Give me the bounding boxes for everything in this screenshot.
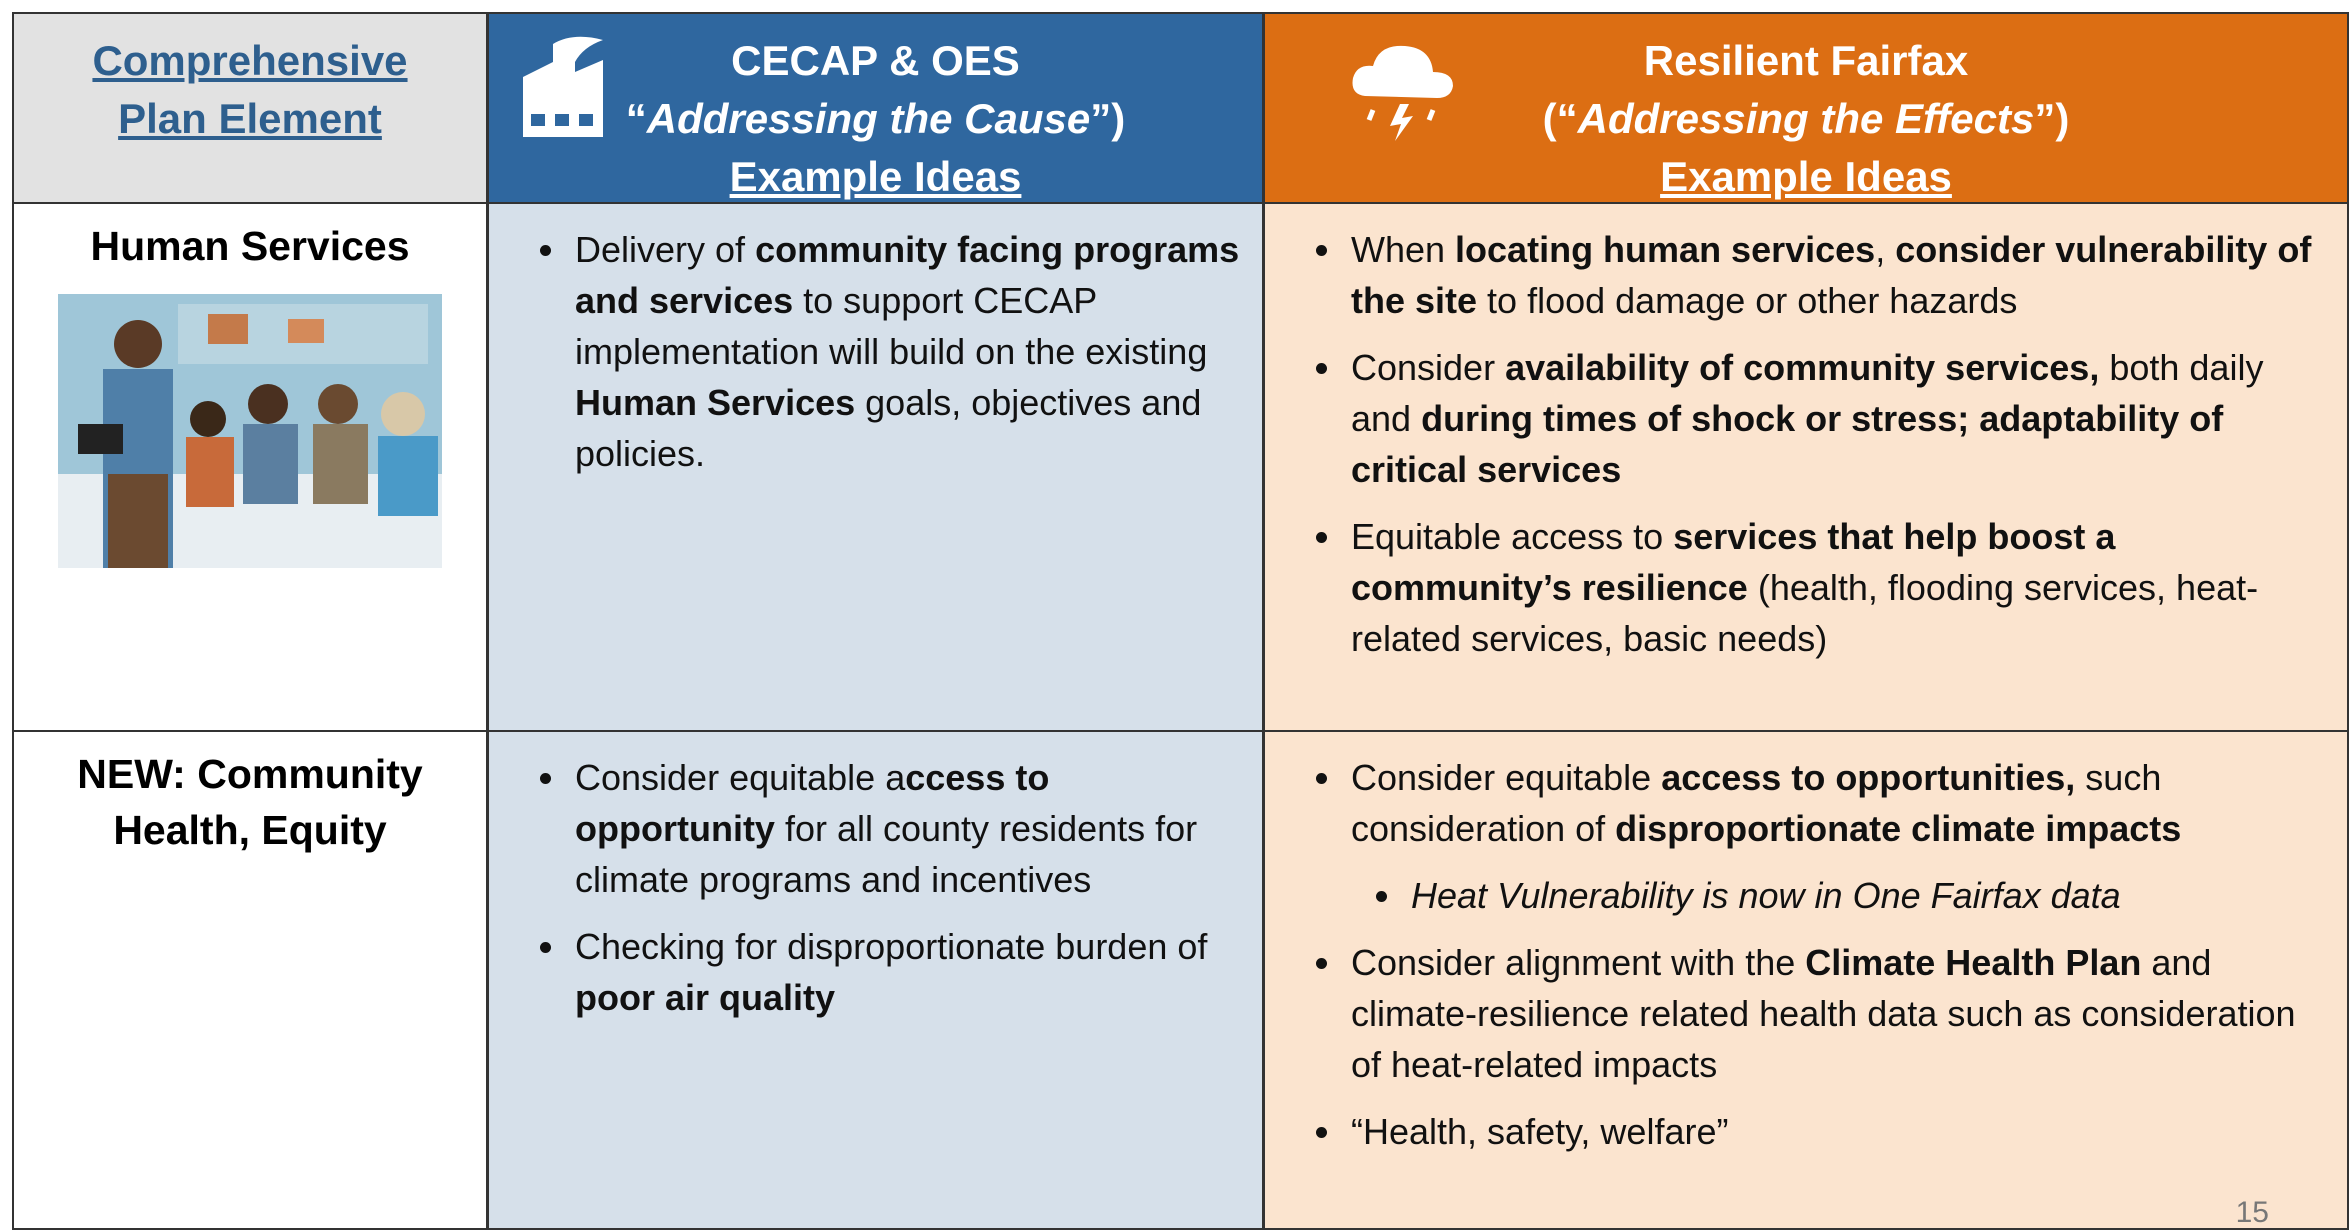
resilient-subtitle: (“Addressing the Effects”) — [1265, 90, 2347, 148]
text-run: Consider alignment with the — [1351, 942, 1806, 983]
text-run: Addressing the Effects — [1577, 95, 2035, 142]
text-run: When — [1351, 229, 1456, 270]
text-run: ”) — [1090, 95, 1126, 142]
text-run: community facing programs and services — [575, 229, 1240, 321]
bullet: Consider alignment with the Climate Heal… — [1345, 937, 2327, 1090]
text-run: Delivery of — [575, 229, 756, 270]
row-cecap: Consider equitable access to opportunity… — [487, 730, 1264, 1230]
row-resilient: When locating human services, consider v… — [1263, 202, 2349, 732]
page-number: 15 — [2235, 1196, 2269, 1229]
text-run: Equitable access to — [1351, 516, 1674, 557]
text-run: Human Services — [575, 382, 856, 423]
bullet: Delivery of community facing programs an… — [569, 224, 1242, 479]
factory-icon — [523, 36, 603, 137]
header-element: Comprehensive Plan Element — [12, 12, 488, 204]
text-run: disproportionate climate impacts — [1615, 808, 2182, 849]
text-run: during times of shock or stress; adaptab… — [1351, 398, 2224, 490]
text-run: Consider equitable — [1351, 757, 1662, 798]
text-run: and climate-resilience related health da… — [1351, 942, 2296, 1085]
text-run: availability of community services, — [1505, 347, 2100, 388]
bullet: Consider equitable access to opportunity… — [569, 752, 1242, 905]
bullet: Heat Vulnerability is now in One Fairfax… — [1405, 870, 2327, 921]
row-resilient: Consider equitable access to opportuniti… — [1263, 730, 2349, 1230]
text-run: both daily and — [1351, 347, 2264, 439]
text-run: “ — [625, 95, 647, 142]
text-run: Consider — [1351, 347, 1506, 388]
text-run: ccess to opportunity — [575, 757, 1050, 849]
header-cecap: CECAP & OES “Addressing the Cause”) Exam… — [487, 12, 1264, 204]
text-run: ”) — [2034, 95, 2070, 142]
element-label: Human Services — [90, 223, 410, 269]
photo — [58, 294, 442, 568]
text-run: Consider equitable a — [575, 757, 906, 798]
bullet: “Health, safety, welfare” — [1345, 1106, 2327, 1157]
bullet: Checking for disproportionate burden of … — [569, 921, 1242, 1023]
bullet: Equitable access to services that help b… — [1345, 511, 2327, 664]
text-run: services that help boost a community’s r… — [1351, 516, 2116, 608]
cecap-title: CECAP & OES — [731, 37, 1020, 84]
bullet: Consider availability of community servi… — [1345, 342, 2327, 495]
text-run: Addressing the Cause — [646, 95, 1091, 142]
resilient-ideas: Example Ideas — [1660, 153, 1952, 200]
cecap-subtitle: “Addressing the Cause”) — [489, 90, 1262, 148]
row-element: Human Services — [12, 202, 488, 732]
text-run: “Health, safety, welfare” — [1351, 1111, 1729, 1152]
text-run: access to opportunities, — [1661, 757, 2076, 798]
text-run: for all county residents for climate pro… — [575, 808, 1198, 900]
text-run: such consideration of — [1351, 757, 2162, 849]
bullet: Consider equitable access to opportuniti… — [1345, 752, 2327, 854]
text-run: Heat Vulnerability is now in One Fairfax… — [1411, 875, 2121, 916]
text-run: to flood damage or other hazards — [1477, 280, 2018, 321]
text-run: Climate Health Plan — [1805, 942, 2142, 983]
bullet: When locating human services, consider v… — [1345, 224, 2327, 326]
storm-icon — [1352, 45, 1453, 141]
text-run: Checking for disproportionate burden of — [575, 926, 1208, 967]
text-run: (“ — [1542, 95, 1578, 142]
row-element: NEW: Community Health, Equity — [12, 730, 488, 1230]
header-resilient: Resilient Fairfax (“Addressing the Effec… — [1263, 12, 2349, 204]
resilient-title: Resilient Fairfax — [1643, 37, 1969, 84]
cecap-ideas: Example Ideas — [729, 153, 1022, 200]
text-run: consider vulnerability of the site — [1351, 229, 2312, 321]
text-run: poor air quality — [575, 977, 836, 1018]
text-run: , — [1875, 229, 1896, 270]
text-run: goals, objectives and policies. — [575, 382, 1202, 474]
text-run: (health, flooding services, heat-related… — [1351, 567, 2259, 659]
text-run: to support CECAP implementation will bui… — [575, 280, 1208, 372]
text-run: locating human services — [1455, 229, 1876, 270]
row-cecap: Delivery of community facing programs an… — [487, 202, 1264, 732]
element-label: NEW: Community Health, Equity — [77, 751, 423, 853]
